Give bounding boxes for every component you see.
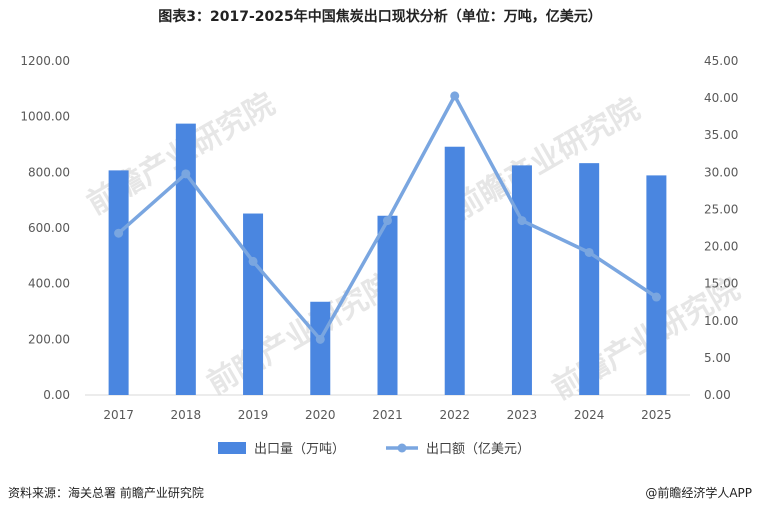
line-point-export-value [450, 91, 460, 101]
x-tick-label: 2020 [305, 408, 336, 422]
x-tick-label: 2017 [103, 408, 134, 422]
y-left-tick-label: 1200.00 [20, 54, 70, 68]
chart-title: 图表3：2017-2025年中国焦炭出口现状分析（单位：万吨，亿美元） [158, 9, 602, 25]
x-tick-label: 2022 [439, 408, 470, 422]
y-right-tick-label: 10.00 [704, 314, 738, 328]
y-right-tick-label: 5.00 [704, 351, 731, 365]
y-right-tick-label: 0.00 [704, 388, 731, 402]
line-point-export-value [651, 292, 661, 302]
y-right-tick-label: 20.00 [704, 240, 738, 254]
y-left-tick-label: 0.00 [43, 388, 70, 402]
line-point-export-value [383, 216, 392, 226]
y-left-tick-label: 800.00 [28, 165, 70, 179]
legend-swatch-marker [397, 443, 407, 453]
bar-export-volume [310, 301, 331, 395]
x-tick-label: 2018 [171, 408, 202, 422]
bar-export-volume [511, 165, 532, 395]
line-point-export-value [584, 247, 594, 257]
y-left-tick-label: 600.00 [28, 221, 70, 235]
bar-export-volume [108, 170, 129, 395]
line-point-export-value [315, 334, 325, 344]
bar-export-volume [646, 175, 667, 395]
bar-export-volume [243, 213, 264, 395]
bar-export-volume [579, 163, 600, 395]
y-right-tick-label: 30.00 [704, 165, 738, 179]
y-right-tick-label: 35.00 [704, 128, 738, 142]
line-point-export-value [114, 228, 124, 238]
x-tick-label: 2024 [574, 408, 605, 422]
y-right-tick-label: 25.00 [704, 202, 738, 216]
y-left-tick-label: 1000.00 [20, 110, 70, 124]
legend-label-bar: 出口量（万吨） [254, 442, 345, 457]
y-right-tick-label: 15.00 [704, 277, 738, 291]
y-right-tick-label: 45.00 [704, 54, 738, 68]
x-tick-label: 2021 [372, 408, 403, 422]
bar-export-volume [444, 146, 465, 395]
x-tick-label: 2019 [238, 408, 269, 422]
bar-export-volume [377, 215, 398, 395]
watermark-text: 前瞻产业研究院 [202, 267, 401, 402]
line-series-group [114, 91, 661, 344]
line-point-export-value [517, 216, 527, 226]
y-left-tick-label: 400.00 [28, 277, 70, 291]
watermark-text: 前瞻产业研究院 [447, 92, 646, 227]
bar-series-group [108, 123, 667, 395]
legend-swatch-bar [218, 442, 246, 454]
brand-credit: @前瞻经济学人APP [645, 486, 752, 500]
y-left-tick-label: 200.00 [28, 332, 70, 346]
legend: 出口量（万吨） 出口额（亿美元） [218, 442, 530, 457]
y-right-tick-label: 40.00 [704, 91, 738, 105]
line-point-export-value [181, 169, 191, 179]
x-tick-label: 2025 [641, 408, 672, 422]
source-note: 资料来源：海关总署 前瞻产业研究院 [8, 486, 204, 500]
bar-export-volume [175, 123, 196, 395]
legend-label-line: 出口额（亿美元） [426, 442, 530, 457]
x-tick-label: 2023 [507, 408, 538, 422]
line-point-export-value [248, 256, 258, 266]
